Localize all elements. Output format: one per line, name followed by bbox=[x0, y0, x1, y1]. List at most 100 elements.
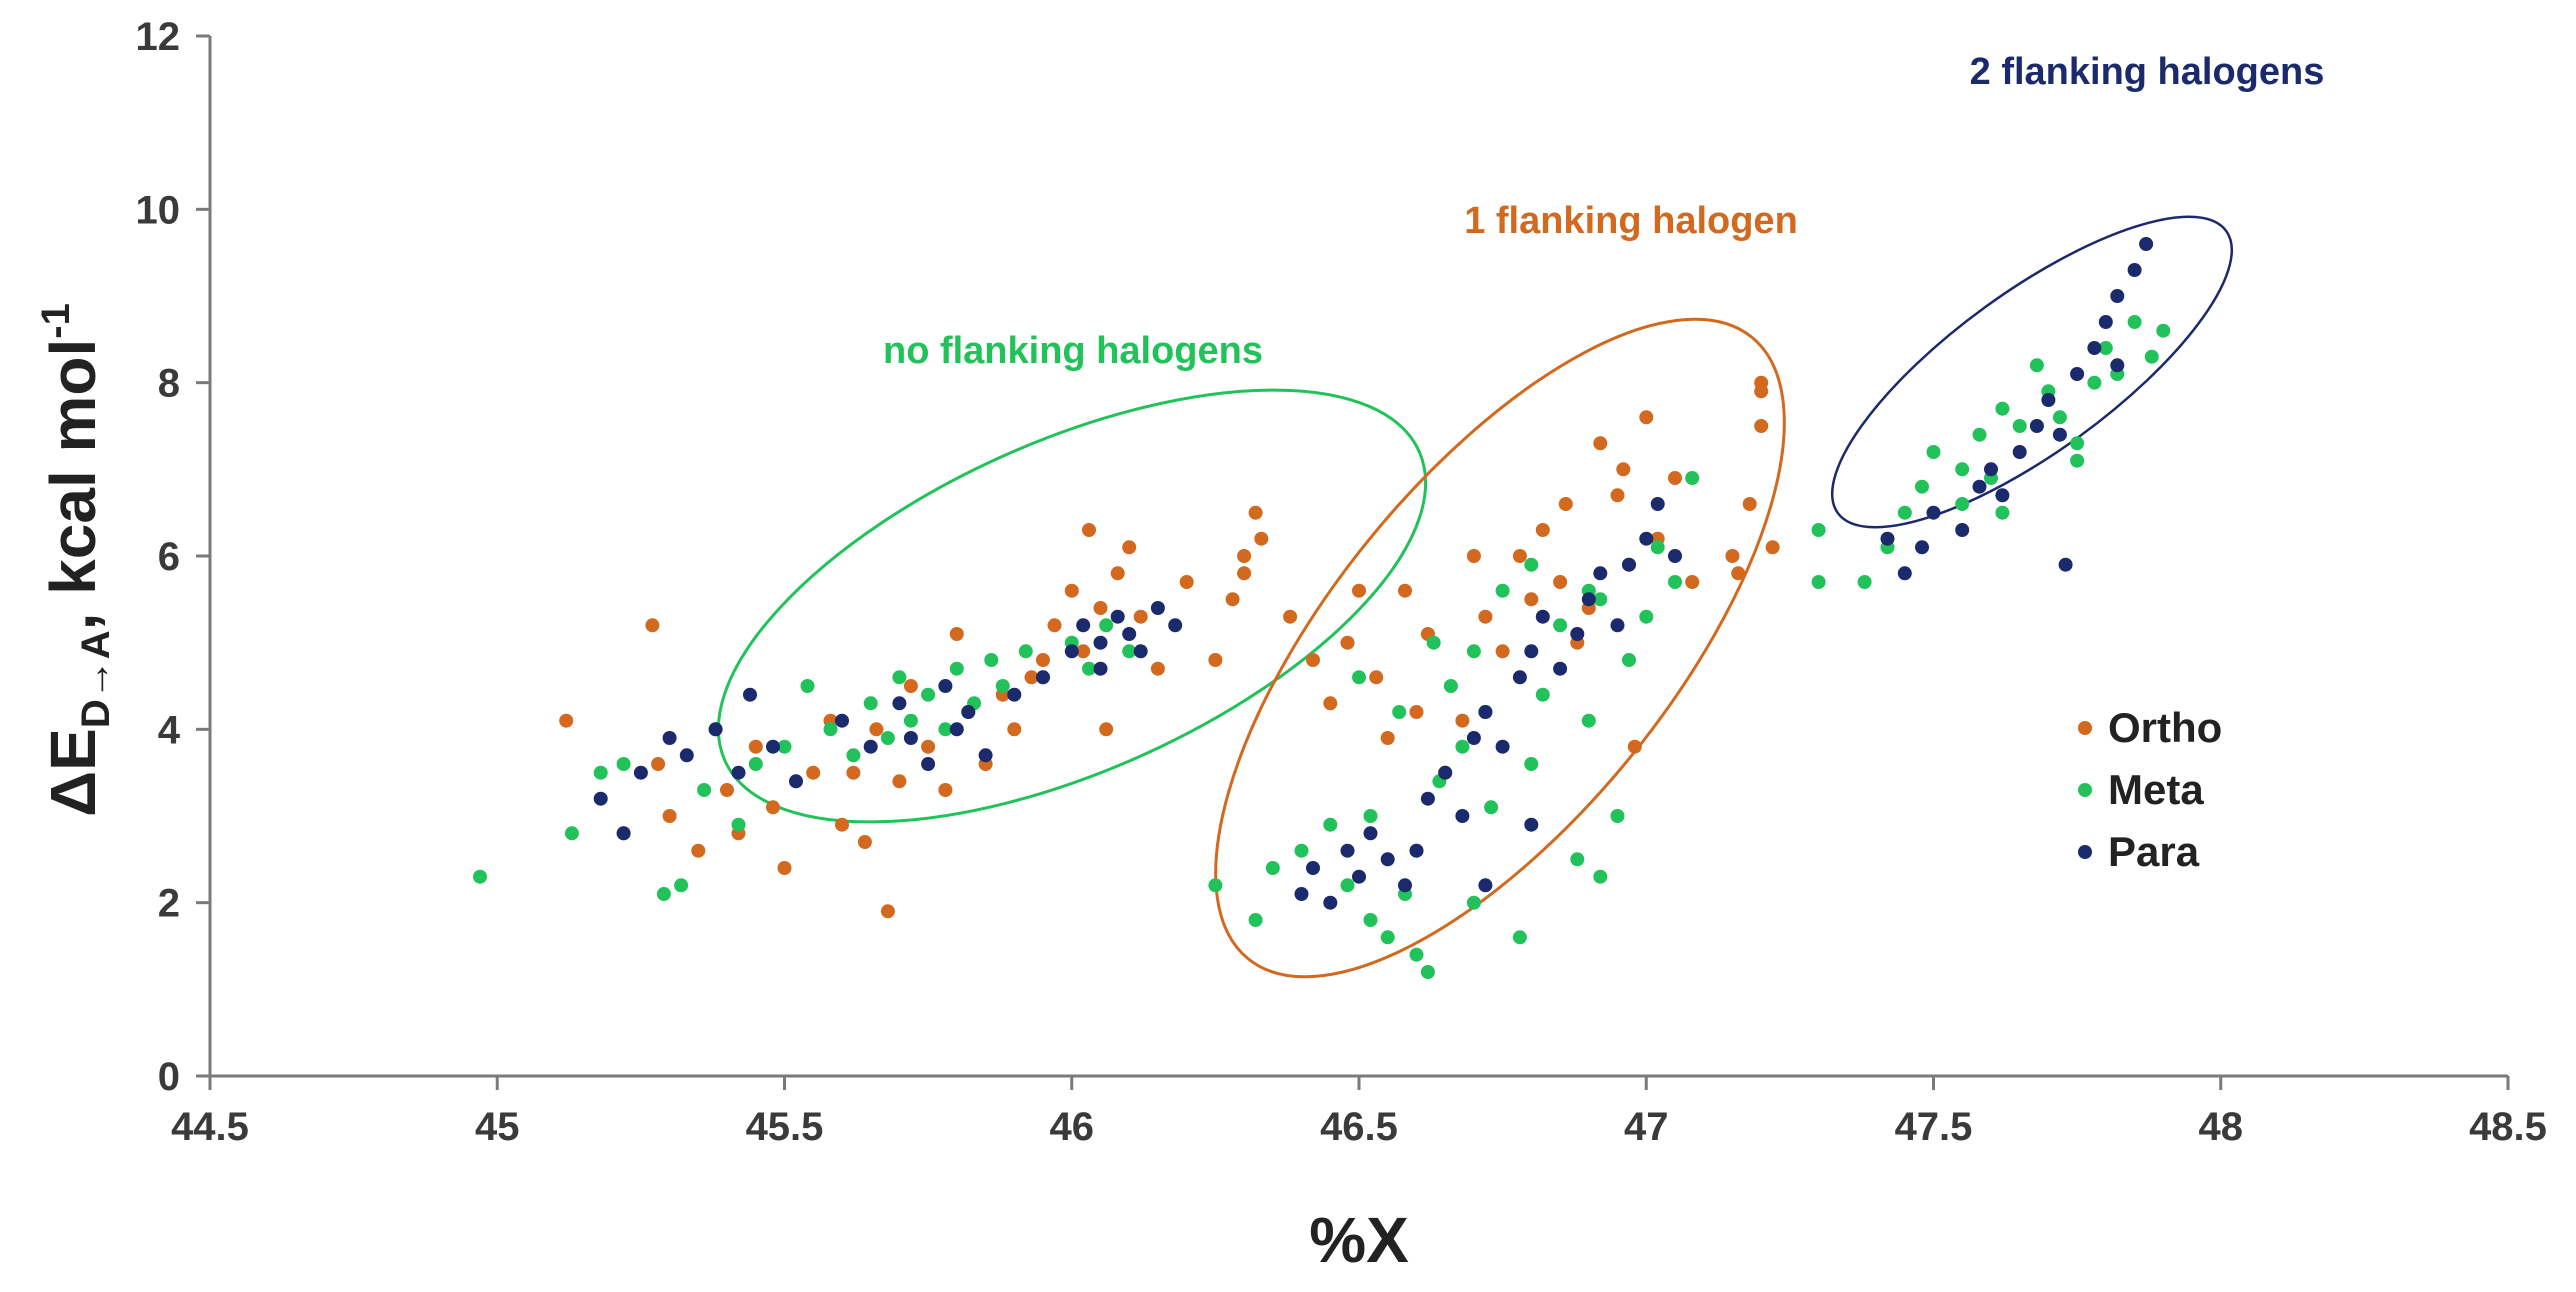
data-point-meta bbox=[863, 696, 878, 711]
data-point-meta bbox=[1593, 869, 1608, 884]
data-point-meta bbox=[1340, 878, 1355, 893]
data-point-meta bbox=[2029, 358, 2044, 373]
data-point-para bbox=[1122, 627, 1137, 641]
series-meta bbox=[473, 315, 2171, 979]
data-point-meta bbox=[1955, 462, 1970, 477]
data-point-para bbox=[616, 826, 631, 841]
data-point-ortho bbox=[1685, 575, 1700, 589]
x-tick-label: 48.5 bbox=[2469, 1105, 2547, 1149]
data-point-ortho bbox=[1237, 549, 1252, 563]
data-point-para bbox=[949, 722, 964, 737]
data-point-ortho bbox=[1248, 505, 1263, 520]
data-point-ortho bbox=[777, 861, 792, 875]
data-point-meta bbox=[1811, 575, 1826, 589]
y-axis-title-suffix: , kcal mol bbox=[37, 339, 109, 631]
data-point-para bbox=[1570, 627, 1585, 641]
data-point-para bbox=[633, 765, 648, 780]
data-point-para bbox=[938, 679, 953, 693]
data-point-meta bbox=[593, 765, 608, 780]
series-ortho bbox=[559, 375, 1780, 919]
y-tick-label: 8 bbox=[158, 362, 180, 406]
data-point-meta bbox=[1639, 609, 1654, 624]
data-point-meta bbox=[1535, 687, 1550, 702]
data-point-ortho bbox=[1064, 583, 1079, 598]
data-point-para bbox=[2110, 358, 2125, 373]
data-point-ortho bbox=[1082, 523, 1096, 537]
data-point-meta bbox=[731, 817, 746, 832]
data-point-para bbox=[1438, 765, 1453, 780]
data-point-meta bbox=[2070, 453, 2085, 468]
data-point-ortho bbox=[869, 722, 884, 737]
data-point-para bbox=[1380, 852, 1395, 867]
data-point-ortho bbox=[1409, 705, 1424, 719]
data-point-ortho bbox=[662, 809, 677, 823]
y-tick-label: 10 bbox=[136, 188, 181, 232]
data-point-para bbox=[1524, 644, 1539, 659]
data-point-para bbox=[1610, 618, 1625, 633]
data-point-para bbox=[1926, 505, 1941, 520]
data-point-meta bbox=[1363, 809, 1378, 823]
data-point-meta bbox=[1392, 705, 1407, 719]
x-tick-label: 47 bbox=[1624, 1105, 1669, 1149]
data-point-ortho bbox=[1225, 592, 1240, 607]
data-point-ortho bbox=[903, 679, 918, 693]
data-point-ortho bbox=[949, 627, 964, 641]
data-point-para bbox=[1150, 601, 1165, 615]
data-point-para bbox=[1076, 618, 1091, 633]
data-point-ortho bbox=[1558, 497, 1573, 511]
data-point-meta bbox=[1622, 653, 1636, 667]
x-axis-title: %X bbox=[1309, 1204, 1409, 1276]
data-point-ortho bbox=[1553, 575, 1568, 589]
data-point-meta bbox=[892, 670, 907, 685]
data-point-meta bbox=[2156, 323, 2171, 338]
data-point-ortho bbox=[857, 835, 872, 849]
data-point-meta bbox=[564, 826, 579, 841]
data-point-para bbox=[1535, 609, 1550, 624]
data-point-meta bbox=[1668, 575, 1682, 589]
data-point-para bbox=[2110, 289, 2125, 303]
data-point-ortho bbox=[1283, 609, 1298, 624]
data-point-ortho bbox=[1150, 661, 1165, 676]
data-point-ortho bbox=[1024, 670, 1039, 685]
data-point-ortho bbox=[1627, 739, 1642, 754]
data-point-meta bbox=[1524, 757, 1539, 771]
data-point-para bbox=[1639, 531, 1654, 546]
data-point-meta bbox=[1380, 930, 1395, 945]
data-point-para bbox=[2070, 367, 2085, 381]
data-point-meta bbox=[984, 653, 999, 667]
x-tick-label: 48 bbox=[2199, 1105, 2244, 1149]
data-point-meta bbox=[1455, 739, 1470, 754]
data-point-meta bbox=[1553, 618, 1568, 633]
data-point-para bbox=[743, 687, 757, 702]
y-tick-label: 12 bbox=[136, 15, 181, 59]
data-point-para bbox=[1650, 497, 1665, 511]
data-point-meta bbox=[2144, 349, 2159, 364]
data-point-ortho bbox=[921, 739, 936, 754]
data-point-meta bbox=[1323, 817, 1338, 832]
data-point-para bbox=[2139, 237, 2154, 251]
data-point-ortho bbox=[1380, 731, 1395, 745]
data-point-para bbox=[1478, 878, 1493, 893]
data-point-para bbox=[1064, 644, 1079, 659]
data-point-meta bbox=[1685, 471, 1700, 485]
data-point-meta bbox=[1409, 947, 1424, 962]
annotation-two-flanking-halogens: 2 flanking halogens bbox=[1970, 51, 2325, 93]
data-point-ortho bbox=[1110, 566, 1125, 581]
data-point-para bbox=[1306, 861, 1320, 875]
legend-label-para: Para bbox=[2108, 828, 2200, 875]
data-point-meta bbox=[2087, 375, 2102, 390]
y-axis-title-subscript: D→A bbox=[74, 630, 118, 728]
data-point-meta bbox=[1811, 523, 1826, 537]
data-point-meta bbox=[1248, 913, 1263, 927]
data-point-ortho bbox=[1512, 549, 1527, 563]
data-point-para bbox=[679, 748, 694, 763]
data-point-para bbox=[2029, 419, 2044, 433]
data-point-ortho bbox=[1323, 696, 1338, 711]
annotation-no-flanking-halogens: no flanking halogens bbox=[883, 330, 1263, 372]
data-point-para bbox=[978, 748, 993, 763]
data-point-meta bbox=[674, 878, 689, 893]
data-point-meta bbox=[777, 739, 792, 754]
data-point-ortho bbox=[1340, 635, 1355, 650]
